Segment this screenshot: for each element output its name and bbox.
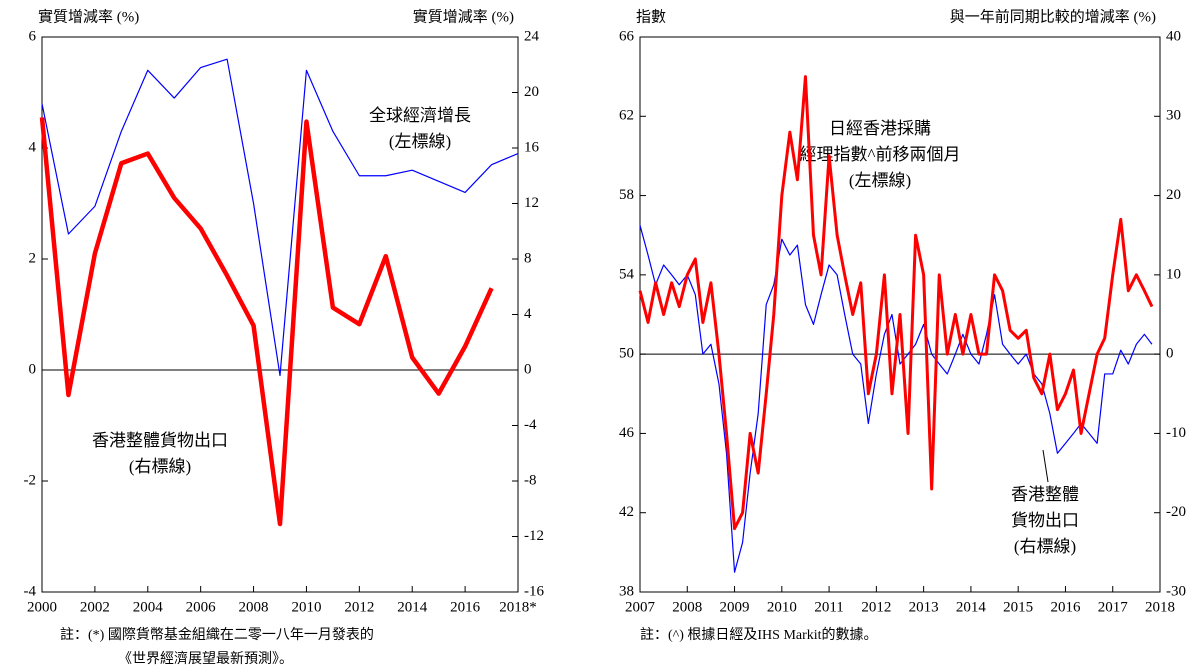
y-tick-label: 38 [619,583,634,599]
y-tick-label: 54 [619,266,635,282]
footnote: 註：(^) 根據日經及IHS Markit的數據。 [640,627,878,643]
x-tick-label: 2002 [80,599,110,615]
x-tick-label: 2012 [344,599,374,615]
x-tick-label: 2018 [1145,599,1175,615]
plot-frame [639,36,1161,593]
footnote: 《世界經濟展望最新預測》。 [118,651,293,667]
series-label: (左標線) [389,132,451,151]
y2-tick-label: 40 [1166,28,1181,44]
x-tick-label: 2018* [499,599,537,615]
x-tick-label: 2007 [625,599,656,615]
series-line [639,225,1153,573]
footnote: 註：(*) 國際貨幣基金組織在二零一八年一月發表的 [60,626,374,643]
series-label: 香港整體 [1011,485,1079,504]
x-tick-label: 2014 [397,599,428,615]
y2-tick-label: 4 [524,306,532,322]
y2-tick-label: 16 [524,139,540,155]
y-tick-label: 58 [619,187,634,203]
x-tick-label: 2012 [861,599,891,615]
x-tick-label: 2015 [1003,599,1033,615]
x-tick-label: 2010 [291,599,321,615]
series-label: 香港整體貨物出口 [92,431,228,450]
y2-tick-label: 10 [1166,266,1181,282]
y2-tick-label: -20 [1166,504,1186,520]
y2-tick-label: -12 [524,528,544,544]
y-tick-label: 50 [619,346,634,362]
y2-tick-label: -30 [1166,583,1186,599]
y-tick-label: 4 [29,139,37,155]
y2-tick-label: 0 [1166,346,1174,362]
x-tick-label: 2011 [814,599,843,615]
y2-tick-label: 20 [524,84,539,100]
y2-tick-label: 30 [1166,108,1181,124]
x-tick-label: 2016 [1050,599,1081,615]
series-line [638,75,1154,531]
y-tick-label: 62 [619,108,634,124]
y2-axis-title: 與一年前同期比較的增減率 (%) [950,7,1156,25]
y2-tick-label: 20 [1166,187,1181,203]
x-tick-label: 2000 [27,599,57,615]
x-tick-label: 2004 [133,599,164,615]
y-tick-label: 42 [619,504,634,520]
series-line [41,58,519,377]
y2-tick-label: -8 [524,472,537,488]
series-label: (右標線) [129,457,191,476]
annotation-pointer [1042,449,1049,483]
y2-tick-label: 24 [524,28,540,44]
x-tick-label: 2006 [186,599,217,615]
x-tick-label: 2016 [450,599,481,615]
series-line [39,117,494,527]
y-tick-label: 0 [29,361,37,377]
series-label: 全球經濟增長 [369,106,471,125]
y-tick-label: 2 [29,250,37,266]
y-tick-label: -4 [24,583,37,599]
x-tick-label: 2008 [672,599,702,615]
y-tick-label: 6 [29,28,37,44]
x-tick-label: 2013 [909,599,939,615]
y-axis-title: 指數 [636,8,666,25]
y2-tick-label: -16 [524,583,544,599]
series-label: 經理指數^前移兩個月 [800,145,961,164]
y2-tick-label: -10 [1166,425,1186,441]
x-tick-label: 2014 [956,599,987,615]
y2-tick-label: 8 [524,250,532,266]
x-tick-label: 2009 [720,599,750,615]
y-axis-title: 實質增減率 (%) [38,7,139,25]
series-label: 貨物出口 [1011,511,1079,530]
x-tick-label: 2010 [767,599,797,615]
series-label: (左標線) [849,171,911,190]
y-tick-label: 66 [619,28,635,44]
y2-tick-label: -4 [524,417,537,433]
series-label: (右標線) [1014,537,1076,556]
x-tick-label: 2008 [239,599,269,615]
y-tick-label: 46 [619,425,635,441]
x-tick-label: 2017 [1098,599,1129,615]
y2-axis-title: 實質增減率 (%) [413,7,514,25]
y2-tick-label: 12 [524,195,539,211]
y2-tick-label: 0 [524,361,532,377]
series-label: 日經香港採購 [829,119,931,138]
y-tick-label: -2 [24,472,37,488]
